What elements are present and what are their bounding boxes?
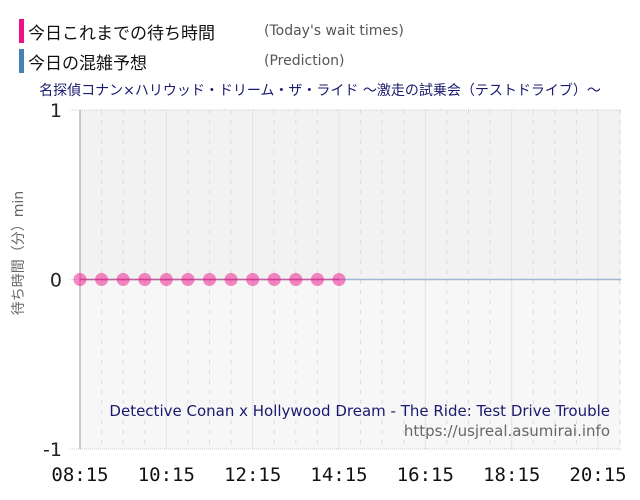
data-point bbox=[267, 273, 281, 286]
legend-label-en: (Today's wait times) bbox=[264, 23, 404, 39]
plot-area-lower bbox=[80, 279, 621, 449]
x-tick-label: 18:15 bbox=[483, 464, 540, 486]
plot-area-upper bbox=[80, 110, 621, 280]
data-point bbox=[138, 273, 152, 286]
legend-swatch-blue bbox=[19, 49, 24, 73]
data-point bbox=[159, 273, 173, 286]
legend-label-jp: 今日の混雑予想 bbox=[28, 53, 147, 74]
x-tick-label: 10:15 bbox=[138, 464, 195, 486]
data-point bbox=[203, 273, 216, 286]
y-tick-label: 1 bbox=[50, 100, 62, 122]
grid-lines bbox=[70, 109, 621, 450]
watermark-url: https://usjreal.asumirai.info bbox=[404, 422, 610, 440]
chart-title: 名探偵コナン×ハリウッド・ドリーム・ザ・ライド ～激走の試乗会（テストドライブ）… bbox=[39, 83, 601, 99]
x-tick-label: 14:15 bbox=[310, 464, 367, 486]
legend-item-today[interactable]: 今日これまでの待ち時間 (Today's wait times) bbox=[19, 19, 404, 44]
data-point bbox=[73, 273, 87, 286]
plot-background bbox=[80, 110, 621, 449]
data-point bbox=[224, 273, 238, 286]
legend-swatch-pink bbox=[19, 19, 24, 43]
x-tick-label: 12:15 bbox=[224, 464, 281, 486]
x-tick-label: 16:15 bbox=[397, 464, 454, 486]
legend-label-jp: 今日これまでの待ち時間 bbox=[28, 23, 215, 44]
tick-labels: 1 0 -1 08:15 10:15 12:15 14:15 16:15 18:15 20:15 bbox=[43, 100, 627, 486]
data-point bbox=[310, 273, 324, 286]
y-axis-label: 待ち時間（分）min bbox=[11, 190, 27, 316]
series-layer bbox=[73, 273, 621, 286]
y-tick-label: -1 bbox=[43, 439, 62, 461]
data-point bbox=[332, 273, 346, 286]
y-tick-label: 0 bbox=[50, 270, 62, 292]
x-tick-label: 08:15 bbox=[51, 464, 108, 486]
watermark-title: Detective Conan x Hollywood Dream - The … bbox=[109, 402, 610, 420]
data-point bbox=[289, 273, 303, 286]
data-point bbox=[116, 273, 130, 286]
data-point bbox=[246, 273, 260, 286]
data-point bbox=[181, 273, 195, 286]
data-point bbox=[95, 273, 109, 286]
legend-item-prediction[interactable]: 今日の混雑予想 (Prediction) bbox=[19, 49, 345, 74]
x-tick-label: 20:15 bbox=[569, 464, 626, 486]
legend-label-en: (Prediction) bbox=[264, 53, 345, 69]
